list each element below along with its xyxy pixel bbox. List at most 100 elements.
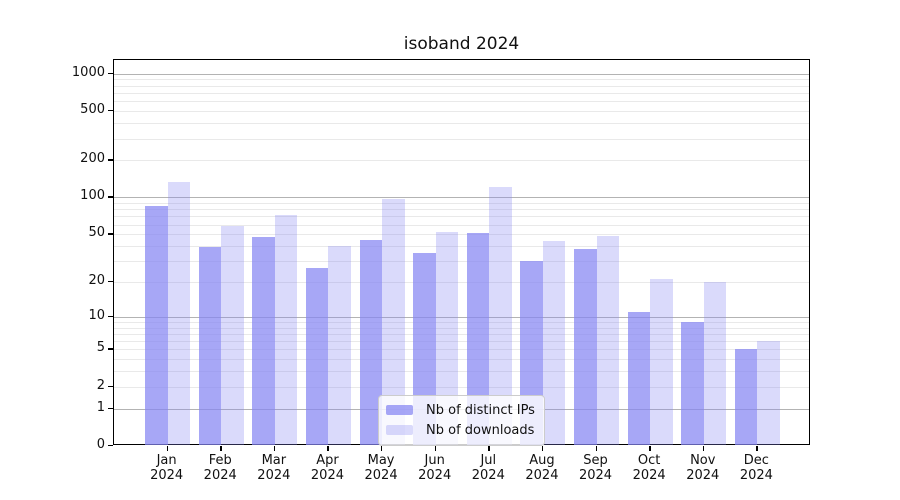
y-tick-label-0: 0 <box>96 437 105 452</box>
minor-gridline-4 <box>114 359 809 361</box>
x-tick-label-oct: Oct 2024 <box>632 453 666 483</box>
minor-gridline-300 <box>114 138 809 140</box>
minor-gridline-200 <box>114 160 809 162</box>
minor-gridline-3 <box>114 371 809 373</box>
major-gridline-100 <box>114 197 809 199</box>
minor-gridline-9 <box>114 321 809 323</box>
bar-ips-jul <box>466 233 490 445</box>
bar-downloads-nov <box>703 281 727 445</box>
y-tick-mark-200 <box>107 159 113 161</box>
legend-swatch-icon <box>386 405 413 415</box>
minor-gridline-700 <box>114 92 809 94</box>
x-tick-label-aug: Aug 2024 <box>525 453 559 483</box>
x-tick-mark-jul <box>488 445 490 451</box>
minor-gridline-80 <box>114 209 809 211</box>
bar-downloads-may <box>382 198 405 445</box>
bar-ips-apr <box>305 268 329 445</box>
minor-gridline-90 <box>114 202 809 204</box>
y-tick-mark-5 <box>107 348 113 350</box>
y-tick-label-2: 2 <box>96 377 105 393</box>
x-tick-label-jan: Jan 2024 <box>150 453 184 483</box>
y-tick-label-50: 50 <box>88 225 105 241</box>
bar-downloads-feb <box>221 226 244 445</box>
legend: Nb of distinct IPs Nb of downloads <box>378 395 545 446</box>
bar-downloads-jan <box>167 181 191 445</box>
y-tick-mark-1000 <box>107 72 113 75</box>
y-tick-label-1000: 1000 <box>71 64 105 80</box>
y-tick-mark-1 <box>107 407 113 410</box>
bar-downloads-oct <box>650 279 673 445</box>
x-tick-mark-sep <box>595 445 597 451</box>
bar-downloads-dec <box>757 341 780 445</box>
minor-gridline-600 <box>114 101 809 103</box>
y-tick-label-500: 500 <box>80 102 105 118</box>
x-tick-mark-mar <box>273 445 276 451</box>
x-tick-mark-dec <box>756 445 758 451</box>
legend-label: Nb of downloads <box>426 422 535 438</box>
x-tick-mark-jun <box>434 445 437 451</box>
bar-ips-feb <box>198 247 222 445</box>
y-tick-mark-20 <box>107 280 113 283</box>
legend-swatch-icon <box>386 425 413 435</box>
x-tick-mark-feb <box>220 445 222 451</box>
x-tick-label-feb: Feb 2024 <box>203 453 237 483</box>
major-gridline-1000 <box>114 73 809 75</box>
x-tick-label-sep: Sep 2024 <box>578 453 613 483</box>
minor-gridline-400 <box>114 123 809 125</box>
minor-gridline-30 <box>114 260 809 262</box>
y-tick-label-5: 5 <box>96 340 105 356</box>
minor-gridline-20 <box>114 281 809 283</box>
y-tick-label-100: 100 <box>80 188 105 204</box>
major-gridline-10 <box>114 316 809 318</box>
x-tick-mark-nov <box>702 445 705 451</box>
chart-title: isoband 2024 <box>403 34 520 54</box>
x-tick-mark-apr <box>327 445 329 451</box>
bar-downloads-jul <box>489 186 512 445</box>
minor-gridline-50 <box>114 234 809 236</box>
bar-ips-nov <box>681 321 704 445</box>
bar-ips-mar <box>252 237 275 445</box>
minor-gridline-7 <box>114 333 809 335</box>
x-tick-label-may: May 2024 <box>364 453 398 483</box>
minor-gridline-500 <box>114 111 809 113</box>
minor-gridline-5 <box>114 349 809 351</box>
y-tick-label-10: 10 <box>88 307 105 323</box>
minor-gridline-8 <box>114 327 809 329</box>
minor-gridline-800 <box>114 85 809 87</box>
y-tick-mark-50 <box>107 233 113 235</box>
y-tick-mark-10 <box>107 315 113 318</box>
y-tick-mark-100 <box>107 196 113 198</box>
x-tick-label-apr: Apr 2024 <box>310 453 344 483</box>
bar-downloads-jun <box>435 232 459 445</box>
y-tick-label-1: 1 <box>96 399 105 415</box>
bar-ips-may <box>359 239 383 445</box>
y-tick-label-200: 200 <box>80 151 105 167</box>
legend-label: Nb of distinct IPs <box>426 402 535 418</box>
bar-downloads-apr <box>328 245 351 445</box>
plot-area: Nb of distinct IPs Nb of downloads <box>113 59 810 446</box>
bar-downloads-aug <box>542 240 566 445</box>
x-tick-label-jun: Jun 2024 <box>418 453 452 483</box>
x-tick-label-jul: Jul 2024 <box>471 453 505 483</box>
y-tick-mark-500 <box>107 110 113 112</box>
minor-gridline-6 <box>114 341 809 343</box>
x-tick-label-mar: Mar 2024 <box>257 453 291 483</box>
bar-ips-oct <box>627 312 651 445</box>
minor-gridline-2 <box>114 386 809 388</box>
bar-ips-dec <box>734 349 758 445</box>
x-tick-label-dec: Dec 2024 <box>739 453 773 483</box>
y-tick-mark-2 <box>107 385 113 388</box>
x-tick-mark-aug <box>541 445 544 451</box>
bar-ips-sep <box>574 248 597 445</box>
legend-item-downloads: Nb of downloads <box>379 420 544 440</box>
y-tick-label-20: 20 <box>88 272 105 288</box>
x-tick-label-nov: Nov 2024 <box>686 453 720 483</box>
bar-downloads-mar <box>274 214 298 445</box>
bar-downloads-sep <box>596 236 620 445</box>
minor-gridline-40 <box>114 245 809 247</box>
minor-gridline-900 <box>114 79 809 81</box>
bar-ips-jan <box>145 206 168 445</box>
y-tick-mark-0 <box>107 445 113 447</box>
x-tick-mark-may <box>381 445 383 451</box>
